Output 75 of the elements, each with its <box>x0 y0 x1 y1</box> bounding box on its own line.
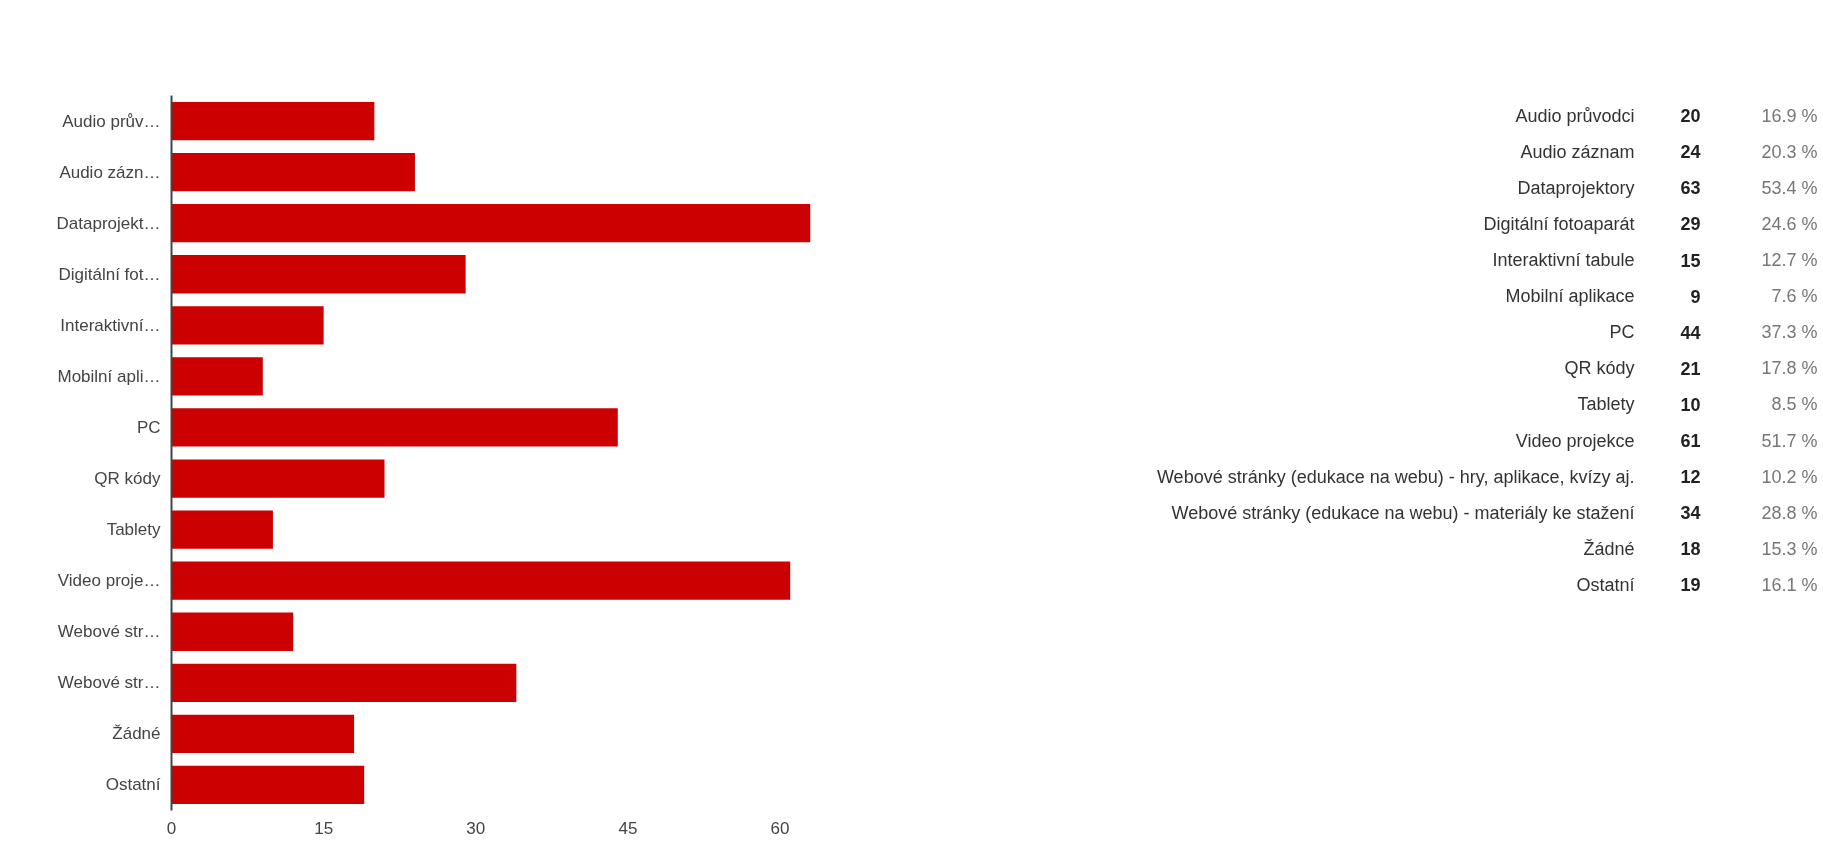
data-label: 9 <box>1690 286 1701 307</box>
y-tick-label: Audio zázn… <box>59 162 161 182</box>
y-tick-label: Digitální fot… <box>58 264 161 284</box>
data-label: 28.8 % <box>1761 502 1818 523</box>
y-tick-label: Interaktivní… <box>60 315 161 335</box>
bar <box>171 357 263 396</box>
category-label: Audio průvodci <box>1515 105 1635 126</box>
y-tick-label: Žádné <box>112 724 161 744</box>
data-label: 51.7 % <box>1761 430 1818 451</box>
category-label: Tablety <box>1577 394 1635 415</box>
data-label: 8.5 % <box>1771 394 1818 415</box>
x-tick-label: 0 <box>166 818 177 838</box>
data-label: 16.1 % <box>1761 574 1818 595</box>
data-label: 20.3 % <box>1761 141 1818 162</box>
data-label: 15 <box>1680 250 1701 271</box>
category-label: Webové stránky (edukace na webu) - materiály ke stažení <box>1171 502 1635 523</box>
data-label: 20 <box>1680 106 1701 127</box>
data-label: 16.9 % <box>1761 105 1818 126</box>
y-tick-label: Tablety <box>106 520 161 540</box>
data-label: 12.7 % <box>1761 250 1818 271</box>
bar <box>171 663 517 702</box>
bar <box>171 306 324 345</box>
y-tick-label: Webové str… <box>57 673 161 693</box>
x-tick-label: 15 <box>314 818 334 838</box>
data-label: 37.3 % <box>1761 322 1818 343</box>
bar <box>171 765 365 805</box>
category-label: Digitální fotoaparát <box>1483 213 1635 234</box>
data-label: 34 <box>1680 503 1701 524</box>
data-label: 44 <box>1680 322 1701 343</box>
data-label: 10.2 % <box>1761 466 1818 487</box>
bar <box>171 408 618 447</box>
data-label: 15.3 % <box>1761 538 1818 559</box>
y-tick-label: Ostatní <box>105 775 161 795</box>
data-label: 12 <box>1680 467 1701 488</box>
bar <box>171 101 375 141</box>
category-label: Mobilní aplikace <box>1505 286 1635 307</box>
x-tick-label: 30 <box>466 818 486 838</box>
data-label: 7.6 % <box>1771 286 1818 307</box>
data-label: 53.4 % <box>1761 177 1818 198</box>
category-label: Interaktivní tabule <box>1492 250 1635 271</box>
bar <box>171 561 791 600</box>
bar <box>171 612 294 651</box>
category-label: PC <box>1609 322 1635 343</box>
y-tick-label: Audio prův… <box>62 111 161 131</box>
bar <box>171 255 466 294</box>
category-label: QR kódy <box>1564 358 1635 379</box>
category-label: Dataprojektory <box>1517 177 1635 198</box>
data-label: 24 <box>1680 142 1701 163</box>
data-label: 29 <box>1680 214 1701 235</box>
category-label: Ostatní <box>1576 574 1635 595</box>
x-tick-label: 45 <box>618 818 638 838</box>
category-label: Žádné <box>1583 538 1635 559</box>
data-label: 21 <box>1680 358 1701 379</box>
bar <box>171 204 811 243</box>
data-label: 19 <box>1680 575 1701 596</box>
x-tick-label: 60 <box>770 818 790 838</box>
data-label: 63 <box>1680 178 1701 199</box>
data-label: 61 <box>1680 431 1701 452</box>
data-label: 10 <box>1680 394 1701 415</box>
y-tick-label: PC <box>136 417 161 437</box>
y-tick-label: Dataprojekt… <box>56 213 161 233</box>
category-label: Webové stránky (edukace na webu) - hry, aplikace, kvízy aj. <box>1156 466 1635 487</box>
bar <box>171 714 355 754</box>
y-tick-label: QR kódy <box>94 469 161 489</box>
data-label: 18 <box>1680 539 1701 560</box>
category-label: Video projekce <box>1515 430 1635 451</box>
data-label: 24.6 % <box>1761 213 1818 234</box>
y-tick-label: Mobilní apli… <box>57 366 161 386</box>
bar <box>171 152 415 192</box>
data-label: 17.8 % <box>1761 358 1818 379</box>
category-label: Audio záznam <box>1520 141 1635 162</box>
y-tick-label: Video proje… <box>57 571 161 591</box>
bar <box>171 459 385 498</box>
y-tick-label: Webové str… <box>57 622 161 642</box>
bar <box>171 510 273 549</box>
